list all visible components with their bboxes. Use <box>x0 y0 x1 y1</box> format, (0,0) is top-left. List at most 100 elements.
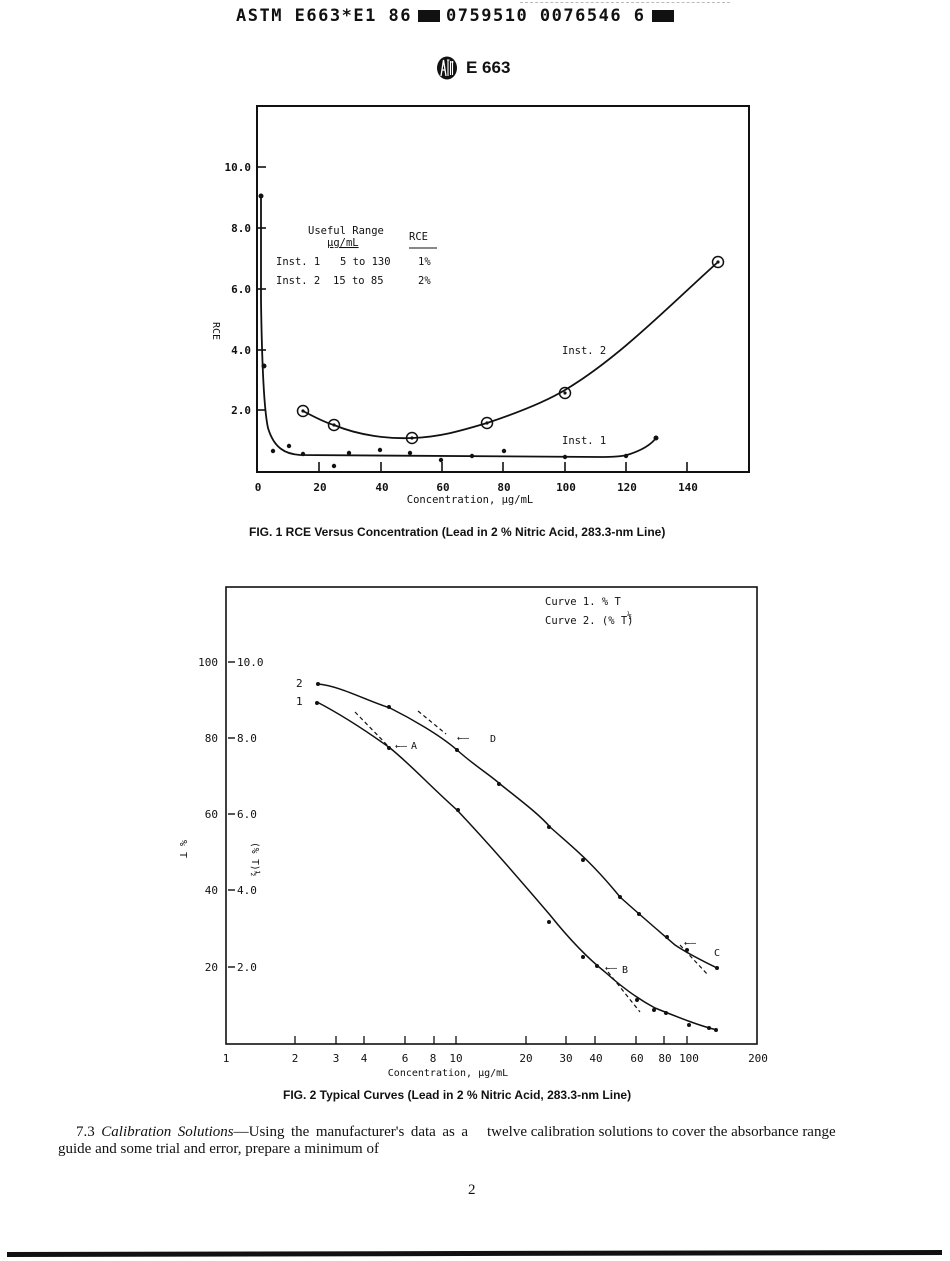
x-axis-labels: 1 2 3 4 6 8 10 20 30 40 60 80 100 200 <box>223 1052 768 1065</box>
redaction-block <box>418 10 441 22</box>
section-number: 7.3 <box>76 1124 95 1140</box>
svg-text:60: 60 <box>630 1052 643 1065</box>
inst1-label: Inst. 1 <box>562 435 606 447</box>
svg-text:4.0: 4.0 <box>231 344 251 357</box>
svg-text:120: 120 <box>617 481 637 494</box>
legend-table: Useful Range µg/mL RCE Inst. 1 5 to 130 … <box>276 225 437 287</box>
inst1-points <box>258 193 659 469</box>
y-axis-right-title: (% T)½ <box>249 842 260 877</box>
svg-text:40: 40 <box>589 1052 602 1065</box>
section-text-continued: twelve calibration solutions to cover th… <box>487 1124 836 1140</box>
body-column-2: twelve calibration solutions to cover th… <box>487 1124 892 1141</box>
document-code-header: ASTM E663*E1 86 0759510 0076546 6 <box>236 6 680 26</box>
y-axis-title: RCE <box>210 322 221 340</box>
y-axis-left-title: % T <box>177 840 188 858</box>
inst1-curve <box>260 195 657 458</box>
scan-artifact <box>520 2 730 5</box>
svg-text:1: 1 <box>223 1052 230 1065</box>
svg-text:15 to 85: 15 to 85 <box>333 275 384 287</box>
y-axis-labels: 10.0 8.0 6.0 4.0 2.0 <box>225 161 252 417</box>
curve-1-line <box>316 701 718 1031</box>
curve-legend: Curve 1. % T Curve 2. (% T) ½ <box>545 596 634 627</box>
svg-text:10.0: 10.0 <box>225 161 252 174</box>
svg-text:RCE: RCE <box>409 231 428 243</box>
svg-text:1%: 1% <box>418 256 431 268</box>
svg-text:8.0: 8.0 <box>237 732 257 745</box>
curve-2-number: 2 <box>296 677 303 690</box>
plot-frame <box>225 586 758 1045</box>
svg-text:2: 2 <box>292 1052 299 1065</box>
svg-text:6.0: 6.0 <box>237 808 257 821</box>
svg-text:4.0: 4.0 <box>237 884 257 897</box>
y-axis-right-labels: 10.0 8.0 6.0 4.0 2.0 <box>237 656 264 974</box>
svg-text:Inst. 1: Inst. 1 <box>276 256 320 268</box>
footer-rule <box>6 1250 943 1257</box>
svg-text:0: 0 <box>255 481 262 494</box>
svg-text:Curve 1. % T: Curve 1. % T <box>545 596 622 608</box>
curve-annotations: ←— A ←— D ←— B ←— C <box>395 733 720 976</box>
svg-text:200: 200 <box>748 1052 768 1065</box>
section-title: Calibration Solutions <box>101 1124 234 1140</box>
svg-text:Curve 2. (% T): Curve 2. (% T) <box>545 615 634 627</box>
x-axis-title: Concentration, µg/mL <box>388 1068 508 1079</box>
svg-text:6: 6 <box>402 1052 409 1065</box>
svg-text:Useful Range: Useful Range <box>308 225 384 237</box>
document-number-text: 0759510 0076546 6 <box>446 6 646 26</box>
section-text: —Using the manufacturer's data as a guid… <box>58 1124 468 1157</box>
y-axis-left-labels: 100 80 60 40 20 <box>198 656 218 974</box>
redaction-block <box>651 10 674 22</box>
figure-2-chart: 100 80 60 40 20 10.0 8.0 6.0 4.0 2.0 % T… <box>177 586 768 1079</box>
curve-2-line <box>317 683 718 969</box>
svg-text:A: A <box>411 741 417 752</box>
standard-code-text: ASTM E663*E1 86 <box>236 6 413 26</box>
page-number: 2 <box>468 1182 476 1198</box>
svg-text:8: 8 <box>430 1052 437 1065</box>
svg-text:80: 80 <box>205 732 218 745</box>
svg-text:6.0: 6.0 <box>231 283 251 296</box>
svg-text:40: 40 <box>375 481 388 494</box>
svg-text:60: 60 <box>436 481 449 494</box>
figure-1-chart: 10.0 8.0 6.0 4.0 2.0 RCE 0 20 40 60 80 1… <box>210 105 750 506</box>
x-axis-labels: 0 20 40 60 80 100 120 140 <box>255 481 698 494</box>
figure-1-caption: FIG. 1 RCE Versus Concentration (Lead in… <box>249 525 666 539</box>
svg-text:20: 20 <box>519 1052 532 1065</box>
standard-heading: E 663 <box>436 56 510 80</box>
svg-text:µg/mL: µg/mL <box>327 237 359 249</box>
standard-id: E 663 <box>466 58 511 77</box>
svg-text:10: 10 <box>449 1052 462 1065</box>
svg-text:←—: ←— <box>457 733 470 744</box>
tangent-lines <box>354 710 709 1013</box>
svg-text:20: 20 <box>313 481 326 494</box>
figure-2-caption: FIG. 2 Typical Curves (Lead in 2 % Nitri… <box>283 1088 632 1102</box>
svg-text:4: 4 <box>361 1052 368 1065</box>
inst2-points <box>296 255 725 445</box>
svg-text:100: 100 <box>679 1052 699 1065</box>
svg-text:½: ½ <box>627 610 632 620</box>
svg-text:2.0: 2.0 <box>237 961 257 974</box>
svg-text:D: D <box>490 734 496 745</box>
x-axis-title: Concentration, µg/mL <box>407 494 533 506</box>
svg-text:140: 140 <box>678 481 698 494</box>
inst2-curve <box>302 261 719 440</box>
curve-1-points <box>315 701 718 1032</box>
svg-text:8.0: 8.0 <box>231 222 251 235</box>
x-axis-ticks <box>294 1036 688 1044</box>
astm-logo-icon <box>437 56 457 80</box>
svg-text:10.0: 10.0 <box>237 656 264 669</box>
svg-text:5 to 130: 5 to 130 <box>340 256 391 268</box>
svg-text:3: 3 <box>333 1052 340 1065</box>
svg-text:←—: ←— <box>684 938 697 949</box>
body-column-1: 7.3 Calibration Solutions—Using the manu… <box>58 1124 468 1158</box>
svg-text:80: 80 <box>658 1052 671 1065</box>
curve-2-points <box>316 682 719 970</box>
x-axis-ticks <box>318 462 688 472</box>
curve-1-number: 1 <box>296 695 303 708</box>
svg-text:20: 20 <box>205 961 218 974</box>
svg-text:Inst. 2: Inst. 2 <box>276 275 320 287</box>
svg-text:30: 30 <box>559 1052 572 1065</box>
svg-text:100: 100 <box>556 481 576 494</box>
svg-text:←—: ←— <box>395 741 408 752</box>
inst2-label: Inst. 2 <box>562 345 606 357</box>
svg-text:B: B <box>622 965 628 976</box>
svg-text:60: 60 <box>205 808 218 821</box>
